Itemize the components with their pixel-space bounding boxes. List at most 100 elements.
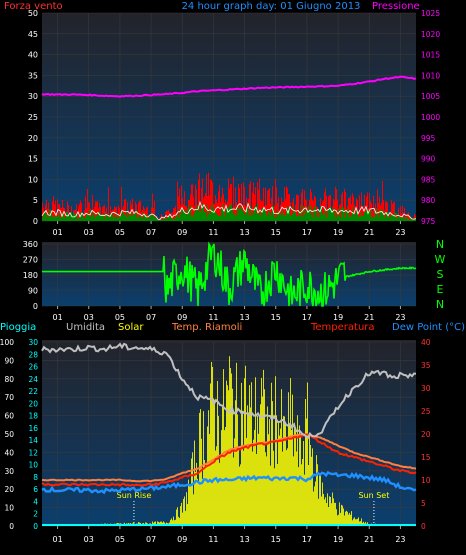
wind-direction-line (42, 241, 417, 307)
pressure-tick-label: 990 (421, 155, 436, 164)
humidity-tick-label: 4 (33, 497, 38, 506)
humidity-tick-label: 24 (28, 375, 38, 384)
temperature-tick-label: 10 (421, 476, 431, 485)
wind-tick-label: 15 (28, 155, 38, 164)
hour-tick-label: 07 (146, 313, 156, 322)
hour-tick-label: 21 (364, 228, 374, 237)
pressure-tick-label: 1025 (421, 9, 440, 18)
temperature-tick-label: 30 (421, 384, 431, 393)
humidity-tick-label: 18 (28, 412, 38, 421)
wind-tick-label: 35 (28, 71, 38, 80)
direction-tick-label: 360 (23, 240, 38, 249)
hour-tick-label: 09 (177, 313, 187, 322)
hour-tick-label: 17 (302, 313, 312, 322)
pressure-tick-label: 1015 (421, 51, 440, 60)
hour-tick-label: 21 (364, 535, 374, 544)
rain-tick-label: 20 (4, 485, 14, 494)
humidity-tick-label: 12 (28, 448, 38, 457)
pressure-tick-label: 1010 (421, 71, 440, 80)
wind-tick-label: 25 (28, 113, 38, 122)
wind-tick-label: 40 (28, 51, 38, 60)
hour-tick-label: 19 (333, 228, 343, 237)
humidity-tick-label: 16 (28, 424, 38, 433)
rain-tick-label: 60 (4, 412, 14, 421)
hour-tick-label: 19 (333, 313, 343, 322)
compass-label: N (436, 238, 444, 251)
humidity-tick-label: 26 (28, 363, 38, 372)
pressure-tick-label: 1000 (421, 113, 440, 122)
direction-tick-label: 270 (23, 256, 38, 265)
hour-tick-label: 01 (52, 313, 62, 322)
compass-label: W (435, 253, 446, 266)
wind-tick-label: 50 (28, 9, 38, 18)
temperature-tick-label: 25 (421, 407, 431, 416)
compass-label: N (436, 298, 444, 311)
hour-tick-label: 11 (208, 313, 218, 322)
hour-tick-label: 23 (395, 228, 405, 237)
temperature-tick-label: 35 (421, 361, 431, 370)
hour-tick-label: 23 (395, 535, 405, 544)
rain-tick-label: 80 (4, 375, 14, 384)
chart-title: 24 hour graph day: 01 Giugno 2013 (182, 1, 361, 12)
rain-tick-label: 10 (4, 504, 14, 513)
pressure-axis-title: Pressione (372, 1, 420, 12)
hour-tick-label: 01 (52, 228, 62, 237)
pressure-tick-label: 975 (421, 217, 436, 226)
rain-tick-label: 0 (9, 522, 14, 531)
compass-label: E (437, 283, 444, 296)
hour-tick-label: 07 (146, 228, 156, 237)
humidity-tick-label: 30 (28, 338, 38, 347)
humidity-tick-label: 6 (33, 485, 38, 494)
hour-tick-label: 19 (333, 535, 343, 544)
humidity-line (41, 342, 417, 440)
hour-tick-label: 17 (302, 535, 312, 544)
temperature-tick-label: 15 (421, 453, 431, 462)
direction-tick-label: 90 (28, 287, 38, 296)
hour-tick-label: 09 (177, 535, 187, 544)
hour-tick-label: 05 (115, 228, 125, 237)
solar-axis-title: Solar (118, 322, 144, 333)
dewpoint-axis-title: Dew Point (°C) (392, 322, 465, 333)
temperature-tick-label: 40 (421, 338, 431, 347)
hour-tick-label: 11 (208, 535, 218, 544)
rain-tick-label: 50 (4, 430, 14, 439)
sunset-label: Sun Set (358, 491, 389, 500)
hour-tick-label: 13 (239, 228, 249, 237)
wind-pressure-panel: 0510152025303540455097598098599099510001… (4, 1, 440, 237)
wind-tick-label: 20 (28, 134, 38, 143)
compass-label: S (437, 268, 444, 281)
humidity-tick-label: 20 (28, 399, 38, 408)
humidity-tick-label: 8 (33, 473, 38, 482)
rain-tick-label: 100 (0, 338, 14, 347)
temp-int-axis-title: Temp. Riamoli (171, 322, 242, 333)
pressure-tick-label: 1005 (421, 92, 440, 101)
rain-axis-title: Pioggia (0, 322, 36, 333)
hour-tick-label: 01 (52, 535, 62, 544)
humidity-tick-label: 28 (28, 350, 38, 359)
hour-tick-label: 05 (115, 313, 125, 322)
wind-tick-label: 10 (28, 175, 38, 184)
humidity-axis-title: Umidita (66, 322, 105, 333)
temperature-line (41, 433, 417, 488)
humidity-tick-label: 0 (33, 522, 38, 531)
hour-tick-label: 21 (364, 313, 374, 322)
hour-tick-label: 03 (84, 313, 94, 322)
hour-tick-label: 23 (395, 313, 405, 322)
pressure-tick-label: 980 (421, 196, 436, 205)
hour-tick-label: 15 (271, 228, 281, 237)
temperature-tick-label: 0 (421, 522, 426, 531)
humidity-tick-label: 2 (33, 510, 38, 519)
wind-axis-title: Forza vento (4, 1, 63, 12)
direction-tick-label: 180 (23, 271, 38, 280)
temp-int-line (41, 432, 417, 483)
rain-tick-label: 30 (4, 467, 14, 476)
hour-tick-label: 09 (177, 228, 187, 237)
rain-tick-label: 40 (4, 448, 14, 457)
hour-tick-label: 05 (115, 535, 125, 544)
wind-tick-label: 45 (28, 30, 38, 39)
wind-speed-line (41, 200, 417, 220)
humidity-tick-label: 22 (28, 387, 38, 396)
humidity-tick-label: 14 (28, 436, 38, 445)
